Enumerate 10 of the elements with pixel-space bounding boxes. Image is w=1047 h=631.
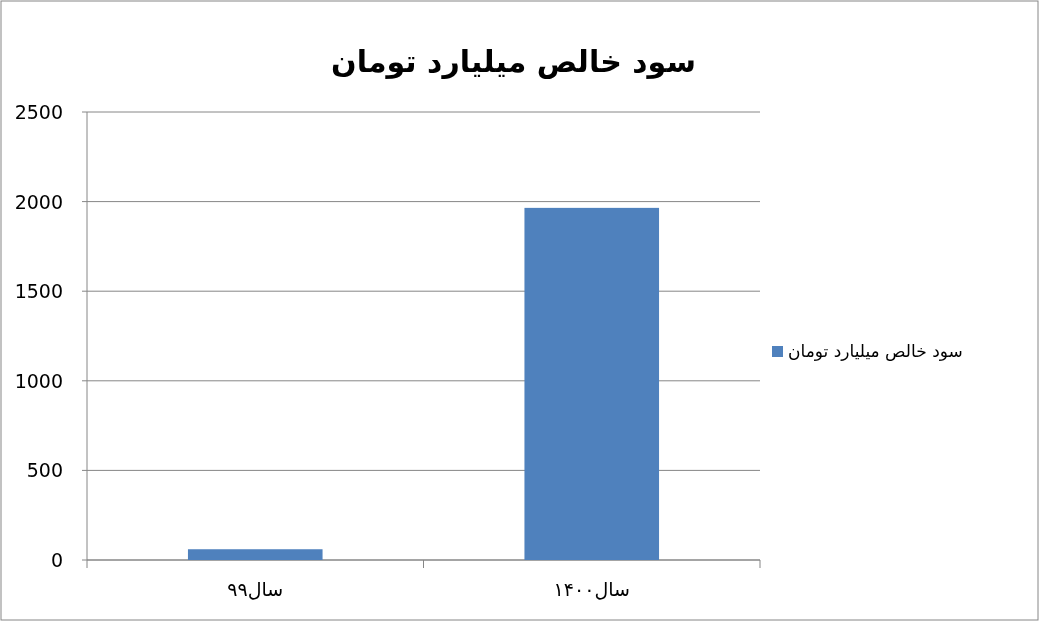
y-tick-label: 2000: [14, 190, 63, 213]
legend-label: سود خالص میلیارد تومان: [788, 341, 963, 361]
y-tick-label: 1500: [14, 280, 63, 303]
y-tick-label: 1000: [14, 369, 63, 392]
y-tick-label: 0: [50, 549, 63, 571]
x-tick-label: سال۱۴۰۰: [553, 578, 630, 600]
chart-title: سود خالص میلیارد تومان: [331, 44, 696, 79]
y-tick-label: 500: [26, 459, 63, 482]
y-tick-label: 2500: [14, 101, 63, 123]
x-tick-label: سال۹۹: [227, 578, 284, 600]
